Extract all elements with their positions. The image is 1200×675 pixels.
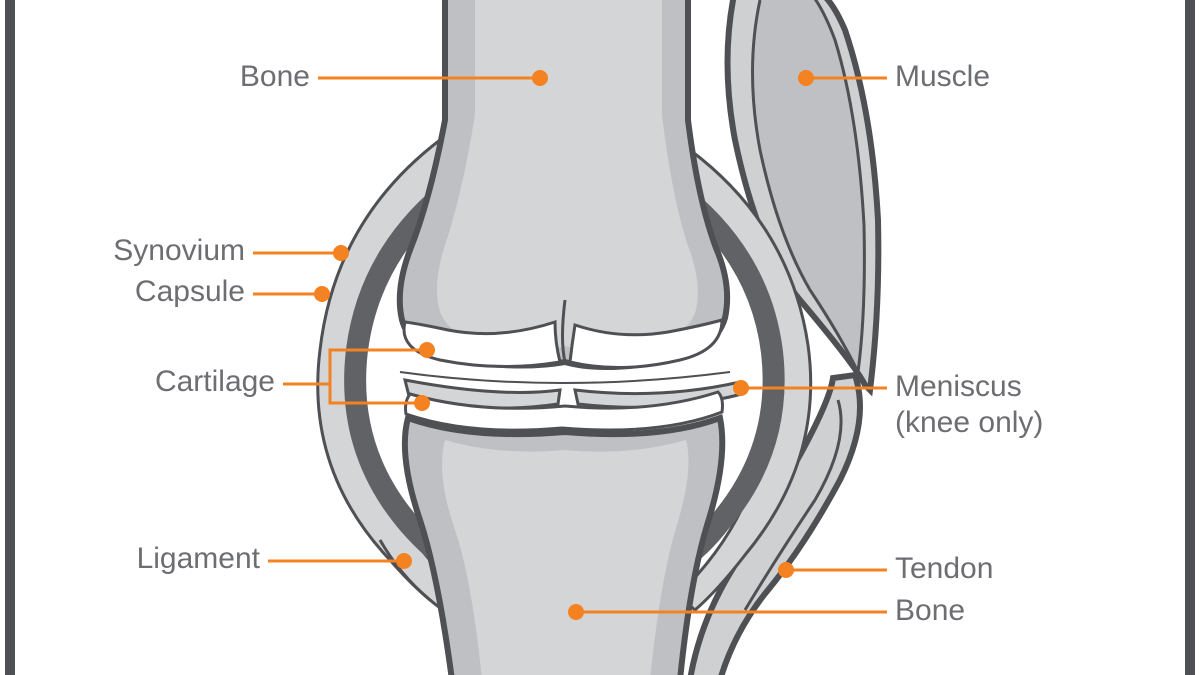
label-tendon: Tendon bbox=[895, 551, 993, 587]
label-meniscus: Meniscus (knee only) bbox=[895, 369, 1043, 441]
label-bone-top: Bone bbox=[240, 59, 310, 95]
label-synovium: Synovium bbox=[113, 233, 245, 269]
tibia bbox=[405, 418, 722, 675]
knee-anatomy-diagram: Bone Synovium Capsule Cartilage Ligament… bbox=[0, 0, 1200, 675]
knee-illustration bbox=[318, 0, 879, 675]
label-bone-bot: Bone bbox=[895, 593, 965, 629]
label-ligament: Ligament bbox=[137, 541, 260, 577]
femur bbox=[400, 0, 727, 367]
label-capsule: Capsule bbox=[135, 274, 245, 310]
label-cartilage: Cartilage bbox=[155, 364, 275, 400]
label-muscle: Muscle bbox=[895, 59, 990, 95]
